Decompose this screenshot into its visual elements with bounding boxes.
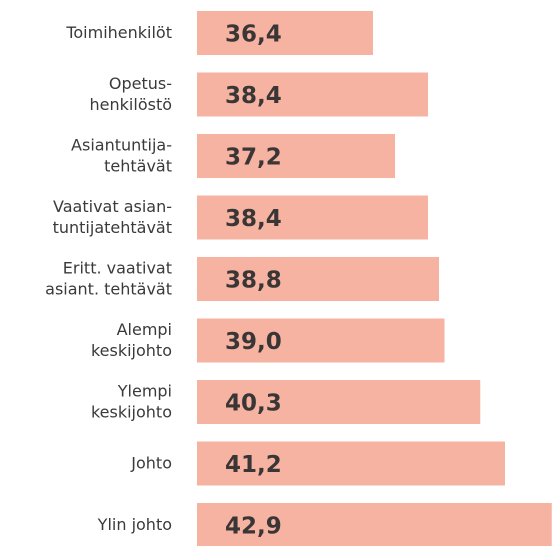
category-label: Ylin johto — [97, 515, 172, 534]
category-line: Eritt. vaativat — [63, 258, 172, 277]
category-line: Johto — [130, 453, 172, 472]
bar — [197, 441, 505, 486]
value-label: 37,2 — [225, 145, 282, 171]
category-label: Johto — [130, 453, 172, 472]
value-label: 39,0 — [225, 329, 282, 355]
category-line: asiant. tehtävät — [45, 279, 172, 298]
category-label: Ylempi keskijohto — [91, 381, 172, 421]
bar — [197, 503, 552, 546]
category-line: Ylempi — [117, 381, 172, 400]
category-label: Eritt. vaativat asiant. tehtävät — [45, 258, 172, 298]
category-line: keskijohto — [91, 341, 172, 360]
category-line: Asiantuntija- — [71, 135, 172, 154]
value-label: 40,3 — [225, 391, 282, 417]
bar — [197, 318, 445, 363]
value-label: 38,8 — [225, 268, 282, 294]
value-label: 38,4 — [225, 83, 282, 109]
category-label: Vaativat asian-tuntijatehtävät — [53, 197, 172, 237]
bar — [197, 257, 439, 301]
value-label: 38,4 — [225, 206, 282, 232]
category-line: Alempi — [117, 320, 172, 339]
category-line: henkilöstö — [90, 95, 172, 114]
category-line: Opetus- — [109, 74, 172, 93]
category-label: Alempi keskijohto — [91, 320, 172, 360]
bar — [197, 195, 428, 240]
category-line: tehtävät — [104, 156, 172, 175]
category-line: keskijohto — [91, 402, 172, 421]
value-label: 42,9 — [225, 514, 282, 540]
bar — [197, 11, 373, 55]
category-line: tuntijatehtävät — [53, 218, 172, 237]
category-label: Asiantuntija-tehtävät — [71, 135, 172, 175]
category-line: Vaativat asian- — [53, 197, 172, 216]
bar — [197, 72, 428, 117]
value-label: 41,2 — [225, 452, 282, 478]
bar — [197, 134, 395, 178]
category-line: Toimihenkilöt — [65, 23, 172, 42]
category-label: Toimihenkilöt — [65, 23, 172, 42]
category-line: Ylin johto — [97, 515, 172, 534]
category-label: Opetus-henkilöstö — [90, 74, 172, 114]
value-label: 36,4 — [225, 22, 282, 48]
bar — [197, 380, 481, 424]
